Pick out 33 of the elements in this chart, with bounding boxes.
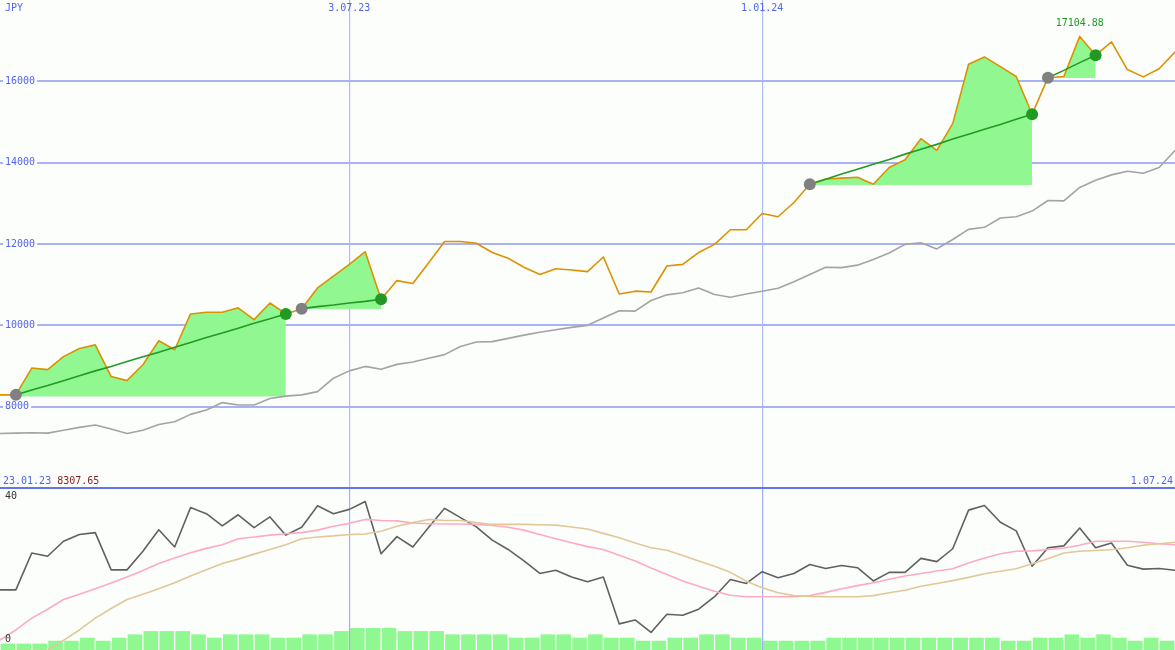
bar: [0, 643, 16, 650]
bar: [127, 634, 143, 650]
y-tick-label: 0: [5, 632, 12, 644]
y-tick-label: 12000: [5, 237, 36, 249]
bar: [1159, 640, 1175, 650]
point: [803, 178, 816, 191]
annotation: 23.01.23: [3, 475, 52, 486]
bar: [905, 637, 921, 650]
y-tick-label: 14000: [5, 156, 36, 168]
bar: [254, 634, 270, 650]
y-tick-label: 10000: [5, 318, 36, 330]
point: [9, 388, 22, 401]
y-tick-label: 8000: [5, 400, 30, 412]
x-tick-label: 3.07.23: [328, 1, 371, 13]
y-axis-title: JPY: [5, 1, 24, 13]
bar: [381, 628, 397, 650]
bar: [1032, 637, 1048, 650]
y-tick-label: 16000: [5, 74, 36, 86]
y-tick-label: 40: [5, 489, 18, 501]
bar: [778, 640, 794, 650]
point: [375, 293, 388, 306]
annotation: 17104.88: [1055, 17, 1104, 29]
annotation: 8307.65: [57, 475, 100, 486]
point: [1041, 71, 1054, 84]
bar: [508, 637, 524, 650]
annotation: 1.07.24: [1130, 475, 1173, 486]
bar: [524, 637, 540, 650]
point: [279, 307, 292, 320]
point: [1026, 108, 1039, 121]
x-tick-label: 1.01.24: [741, 1, 784, 13]
bar: [651, 640, 667, 650]
point: [295, 302, 308, 315]
point: [1089, 49, 1102, 62]
